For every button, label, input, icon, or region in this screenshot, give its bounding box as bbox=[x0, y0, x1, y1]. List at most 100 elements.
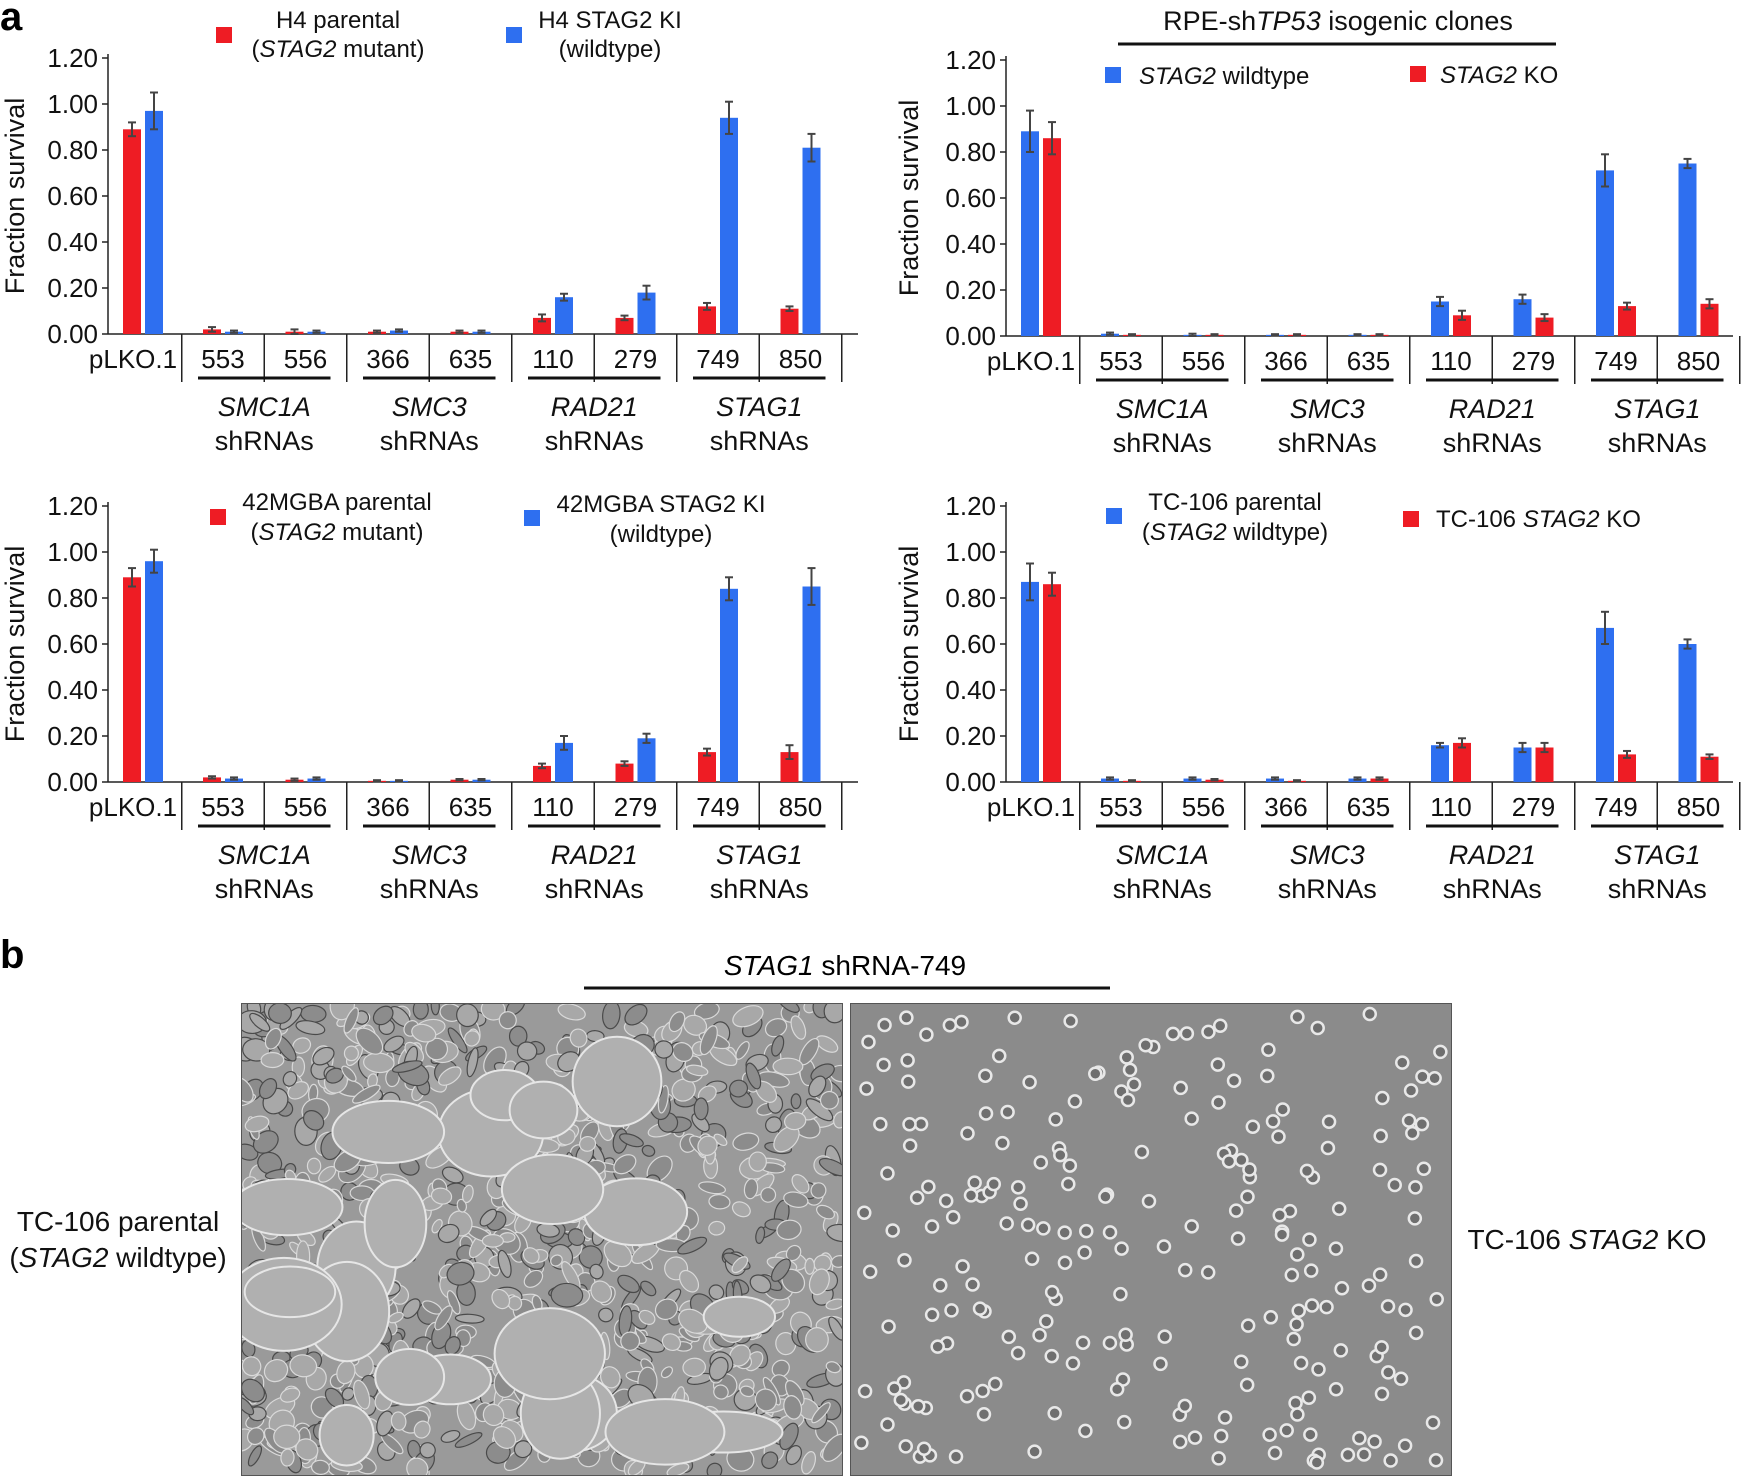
group-suffix: shRNAs bbox=[1278, 428, 1377, 458]
cell bbox=[699, 1025, 718, 1056]
y-axis-title: Fraction survival bbox=[894, 100, 924, 297]
bar bbox=[802, 147, 821, 334]
bar bbox=[1535, 747, 1554, 782]
bar bbox=[1513, 747, 1532, 782]
text-span: ( bbox=[251, 519, 259, 546]
x-tick-label: 366 bbox=[1264, 346, 1307, 376]
round-cell bbox=[924, 1219, 940, 1234]
y-tick-label: 0.60 bbox=[47, 181, 98, 211]
round-cell bbox=[1039, 1314, 1054, 1329]
x-tick-label: 366 bbox=[366, 792, 409, 822]
round-cell bbox=[902, 1138, 918, 1153]
cell bbox=[295, 1020, 326, 1036]
round-cell bbox=[1109, 1382, 1125, 1397]
round-cell bbox=[1284, 1267, 1300, 1283]
cell bbox=[440, 1429, 461, 1443]
round-cell bbox=[1408, 1325, 1424, 1341]
bar bbox=[637, 738, 656, 782]
round-cell bbox=[1290, 1009, 1305, 1025]
round-cell bbox=[880, 1166, 895, 1181]
round-cell bbox=[1187, 1430, 1203, 1445]
cell bbox=[567, 1228, 586, 1247]
cell bbox=[771, 1359, 790, 1378]
group-name: RAD21 bbox=[1449, 840, 1536, 870]
chart-h4: 0.00 0.20 0.40 0.60 0.80 1.00 1.20 Fraction sur… bbox=[0, 7, 858, 456]
cell bbox=[242, 1396, 255, 1416]
round-cell bbox=[1126, 1077, 1142, 1092]
round-cell bbox=[1395, 1055, 1410, 1070]
legend-swatch bbox=[1105, 67, 1121, 83]
round-cell bbox=[1036, 1221, 1051, 1236]
cell bbox=[263, 1359, 289, 1383]
round-cell bbox=[916, 1441, 932, 1457]
round-cell bbox=[1260, 1068, 1275, 1084]
round-cell bbox=[1415, 1069, 1430, 1084]
text-span: ( bbox=[1142, 519, 1150, 546]
cell bbox=[801, 1451, 817, 1475]
round-cell bbox=[859, 1081, 874, 1096]
cell bbox=[679, 1269, 700, 1293]
legend-label: TC-106 parental bbox=[1148, 489, 1321, 516]
cell bbox=[697, 1135, 718, 1156]
round-cell bbox=[1262, 1427, 1277, 1442]
group-name: SMC1A bbox=[218, 392, 311, 422]
round-cell bbox=[967, 1175, 982, 1190]
cell bbox=[765, 1116, 783, 1134]
legend-label: (STAG2 wildtype) bbox=[1142, 519, 1328, 546]
cell bbox=[430, 1004, 440, 1016]
legend-label: (wildtype) bbox=[559, 36, 662, 63]
cell bbox=[783, 1395, 803, 1420]
bar bbox=[780, 308, 799, 334]
round-cell bbox=[1311, 1362, 1326, 1377]
legend-label: (wildtype) bbox=[610, 521, 713, 548]
round-cell bbox=[1372, 1267, 1388, 1282]
round-cell bbox=[995, 1135, 1010, 1151]
bar bbox=[1043, 584, 1061, 782]
cell bbox=[391, 1060, 423, 1073]
x-tick-label: 279 bbox=[1512, 792, 1555, 822]
cell bbox=[258, 1078, 278, 1100]
chart-rpe: 0.00 0.20 0.40 0.60 0.80 1.00 1.20 Fraction sur… bbox=[894, 6, 1741, 458]
round-cell bbox=[1157, 1329, 1172, 1344]
round-cell bbox=[1274, 1227, 1290, 1242]
cell bbox=[678, 1308, 708, 1334]
y-tick-label: 1.00 bbox=[47, 89, 98, 119]
cell bbox=[785, 1445, 803, 1466]
cell bbox=[390, 1411, 407, 1431]
group-suffix: shRNAs bbox=[710, 426, 809, 456]
text-span: wildtype bbox=[1227, 519, 1320, 546]
cell-patch bbox=[702, 1295, 777, 1338]
x-tick-label: 749 bbox=[696, 792, 739, 822]
round-cell bbox=[909, 1190, 925, 1206]
round-cell bbox=[1429, 1292, 1444, 1307]
round-cell bbox=[1401, 1113, 1417, 1128]
round-cell bbox=[1302, 1232, 1317, 1247]
round-cell bbox=[1242, 1162, 1257, 1177]
text-span: mutant bbox=[335, 519, 415, 546]
bar bbox=[555, 742, 573, 782]
cell bbox=[550, 1282, 584, 1308]
round-cell bbox=[1380, 1299, 1396, 1314]
cell bbox=[713, 1384, 729, 1400]
round-cell bbox=[1213, 1428, 1229, 1444]
round-cell bbox=[948, 1449, 964, 1464]
round-cell bbox=[1077, 1245, 1092, 1260]
cell bbox=[244, 1115, 270, 1133]
y-tick-label: 0.40 bbox=[945, 229, 996, 259]
round-cell bbox=[1372, 1162, 1388, 1178]
round-cell bbox=[1288, 1395, 1303, 1411]
cell bbox=[523, 1269, 544, 1288]
x-control-label: pLKO.1 bbox=[987, 346, 1075, 376]
legend-label: 42MGBA parental bbox=[242, 489, 431, 516]
round-cell bbox=[1293, 1355, 1309, 1371]
round-cell bbox=[1088, 1066, 1103, 1081]
round-cell bbox=[959, 1388, 975, 1404]
round-cell bbox=[1272, 1207, 1288, 1223]
cell bbox=[735, 1041, 750, 1060]
round-cell bbox=[924, 1307, 940, 1322]
bar bbox=[145, 561, 163, 782]
cell bbox=[590, 1280, 613, 1304]
cell bbox=[828, 1316, 842, 1341]
round-cell bbox=[1333, 1343, 1349, 1358]
cell-patch bbox=[493, 1307, 606, 1401]
